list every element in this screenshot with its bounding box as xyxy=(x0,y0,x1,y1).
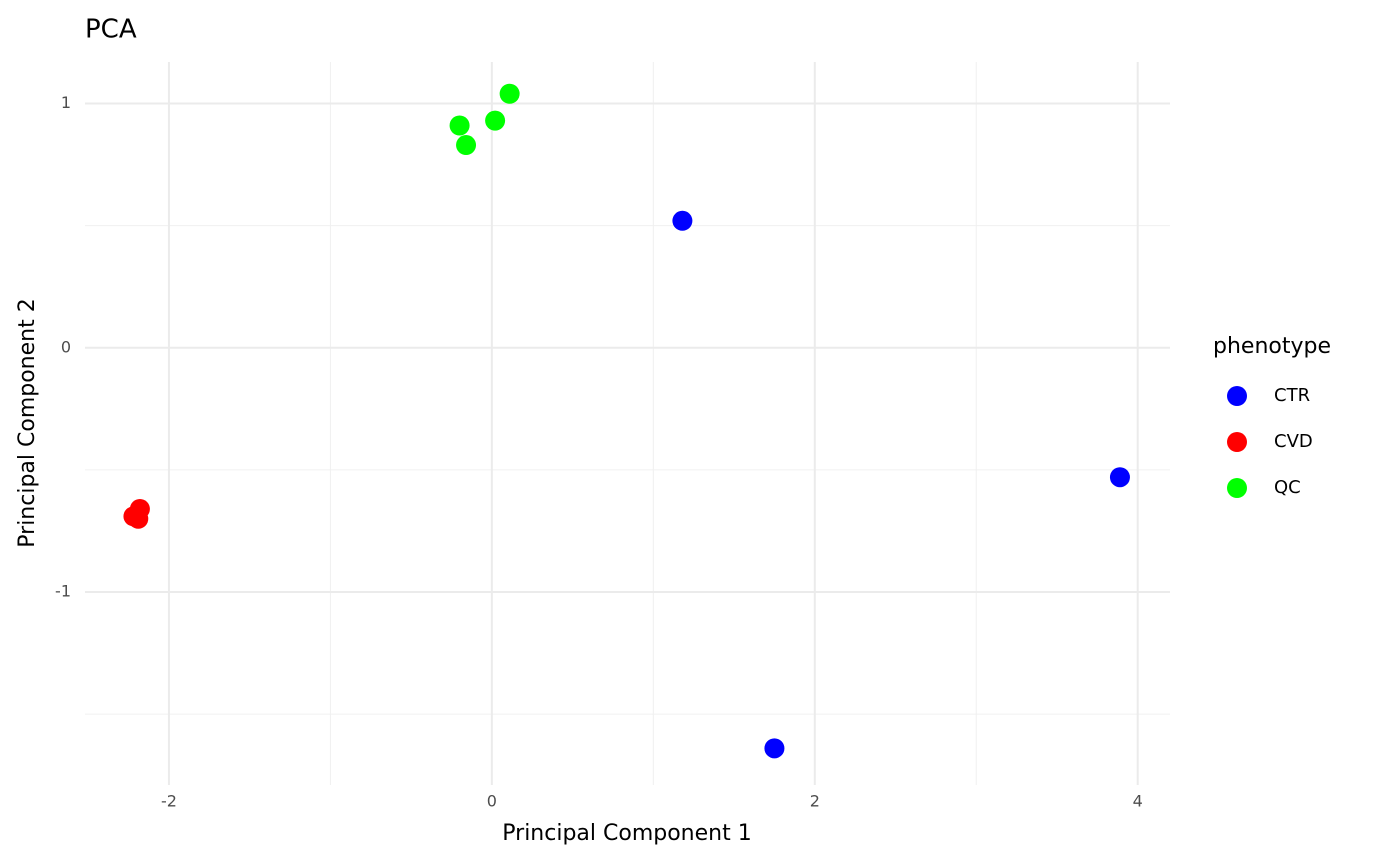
x-axis-label: Principal Component 1 xyxy=(502,821,751,846)
legend-swatch xyxy=(1227,478,1247,498)
y-axis-label: Principal Component 2 xyxy=(15,298,40,547)
point xyxy=(485,110,506,131)
point xyxy=(449,115,470,136)
point xyxy=(128,508,149,529)
y-tick-label: -1 xyxy=(55,582,71,601)
legend-label: CVD xyxy=(1274,431,1313,452)
y-tick-label: 0 xyxy=(61,337,71,356)
legend-label: CTR xyxy=(1274,385,1310,406)
legend-title: phenotype xyxy=(1213,334,1331,359)
point xyxy=(764,738,785,759)
chart-title: PCA xyxy=(85,15,137,45)
point xyxy=(499,83,520,104)
point xyxy=(672,210,693,231)
point xyxy=(1109,467,1130,488)
x-tick-label: -2 xyxy=(161,792,177,811)
point xyxy=(456,135,477,156)
y-tick-label: 1 xyxy=(61,93,71,112)
legend-swatch xyxy=(1227,432,1247,452)
legend-swatch xyxy=(1227,386,1247,406)
legend-label: QC xyxy=(1274,477,1301,498)
x-tick-label: 2 xyxy=(810,792,820,811)
x-tick-label: 0 xyxy=(487,792,497,811)
x-tick-label: 4 xyxy=(1133,792,1143,811)
